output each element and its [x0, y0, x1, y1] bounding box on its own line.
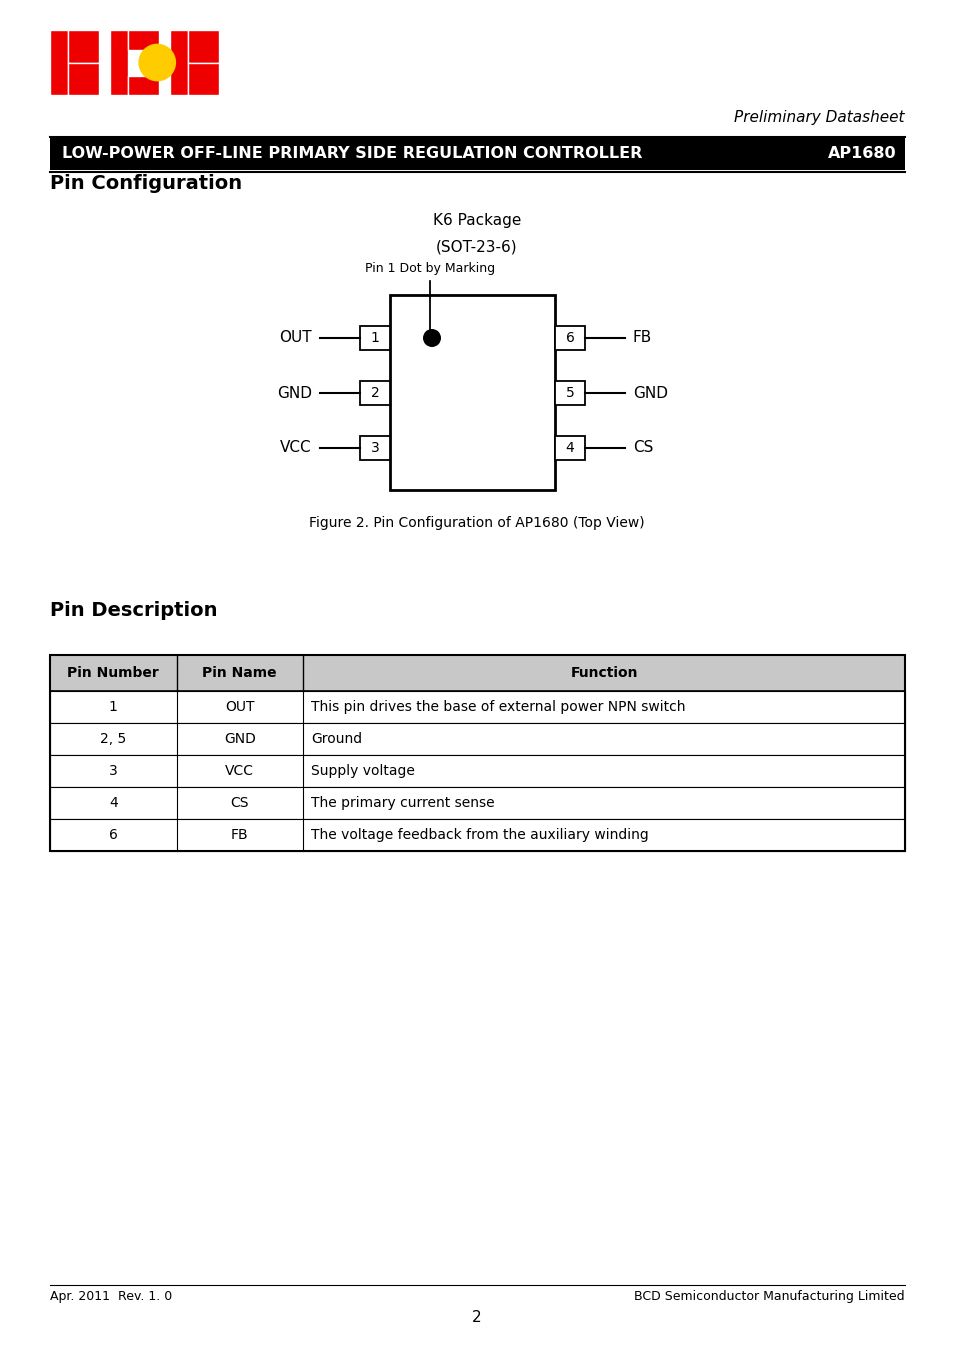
- Bar: [50, 655, 904, 851]
- Bar: [359, 436, 390, 459]
- Text: BCD Semiconductor Manufacturing Limited: BCD Semiconductor Manufacturing Limited: [634, 1290, 904, 1302]
- Text: The primary current sense: The primary current sense: [311, 796, 495, 811]
- Text: Preliminary Datasheet: Preliminary Datasheet: [734, 109, 904, 126]
- Bar: [50, 30, 68, 95]
- Bar: [50, 755, 904, 788]
- Text: CS: CS: [633, 440, 653, 455]
- Bar: [50, 138, 904, 170]
- Bar: [359, 326, 390, 350]
- Bar: [110, 30, 128, 95]
- Text: GND: GND: [633, 385, 667, 400]
- Text: 6: 6: [565, 331, 574, 345]
- Bar: [50, 655, 904, 690]
- Bar: [188, 30, 219, 62]
- Text: 2, 5: 2, 5: [100, 732, 126, 746]
- Text: Pin Name: Pin Name: [202, 666, 276, 680]
- Text: (SOT-23-6): (SOT-23-6): [436, 240, 517, 255]
- Bar: [50, 788, 904, 819]
- Text: 3: 3: [109, 765, 117, 778]
- Text: Supply voltage: Supply voltage: [311, 765, 415, 778]
- Text: Pin 1 Dot by Marking: Pin 1 Dot by Marking: [365, 262, 495, 276]
- Text: 2: 2: [370, 386, 379, 400]
- Text: Apr. 2011  Rev. 1. 0: Apr. 2011 Rev. 1. 0: [50, 1290, 172, 1302]
- Text: Pin Number: Pin Number: [68, 666, 159, 680]
- Bar: [68, 30, 99, 62]
- Text: FB: FB: [231, 828, 249, 842]
- Bar: [128, 76, 159, 95]
- Text: Pin Configuration: Pin Configuration: [50, 174, 242, 193]
- Text: LOW-POWER OFF-LINE PRIMARY SIDE REGULATION CONTROLLER: LOW-POWER OFF-LINE PRIMARY SIDE REGULATI…: [62, 146, 641, 162]
- Bar: [555, 436, 584, 459]
- Text: 1: 1: [109, 700, 117, 713]
- Bar: [50, 819, 904, 851]
- Bar: [50, 690, 904, 723]
- Text: GND: GND: [224, 732, 255, 746]
- Text: 3: 3: [370, 440, 379, 455]
- Text: The voltage feedback from the auxiliary winding: The voltage feedback from the auxiliary …: [311, 828, 648, 842]
- Text: VCC: VCC: [280, 440, 312, 455]
- Bar: [555, 326, 584, 350]
- Text: 5: 5: [565, 386, 574, 400]
- Text: CS: CS: [231, 796, 249, 811]
- Text: This pin drives the base of external power NPN switch: This pin drives the base of external pow…: [311, 700, 685, 713]
- Text: OUT: OUT: [279, 331, 312, 346]
- Text: FB: FB: [633, 331, 652, 346]
- Bar: [170, 30, 188, 95]
- Text: 4: 4: [565, 440, 574, 455]
- Text: Figure 2. Pin Configuration of AP1680 (Top View): Figure 2. Pin Configuration of AP1680 (T…: [309, 516, 644, 530]
- Text: 2: 2: [472, 1310, 481, 1325]
- Circle shape: [138, 43, 176, 81]
- Text: Function: Function: [570, 666, 638, 680]
- Text: OUT: OUT: [225, 700, 254, 713]
- Text: K6 Package: K6 Package: [433, 213, 520, 228]
- Text: GND: GND: [276, 385, 312, 400]
- Text: 1: 1: [370, 331, 379, 345]
- Text: Pin Description: Pin Description: [50, 601, 217, 620]
- Bar: [555, 381, 584, 405]
- Text: 4: 4: [109, 796, 117, 811]
- Text: VCC: VCC: [225, 765, 254, 778]
- Text: Ground: Ground: [311, 732, 362, 746]
- Text: 6: 6: [109, 828, 117, 842]
- Text: AP1680: AP1680: [827, 146, 896, 162]
- Bar: [390, 295, 555, 490]
- Bar: [50, 723, 904, 755]
- Bar: [68, 62, 99, 95]
- Bar: [188, 62, 219, 95]
- Circle shape: [422, 330, 440, 347]
- Bar: [359, 381, 390, 405]
- Bar: [128, 30, 159, 50]
